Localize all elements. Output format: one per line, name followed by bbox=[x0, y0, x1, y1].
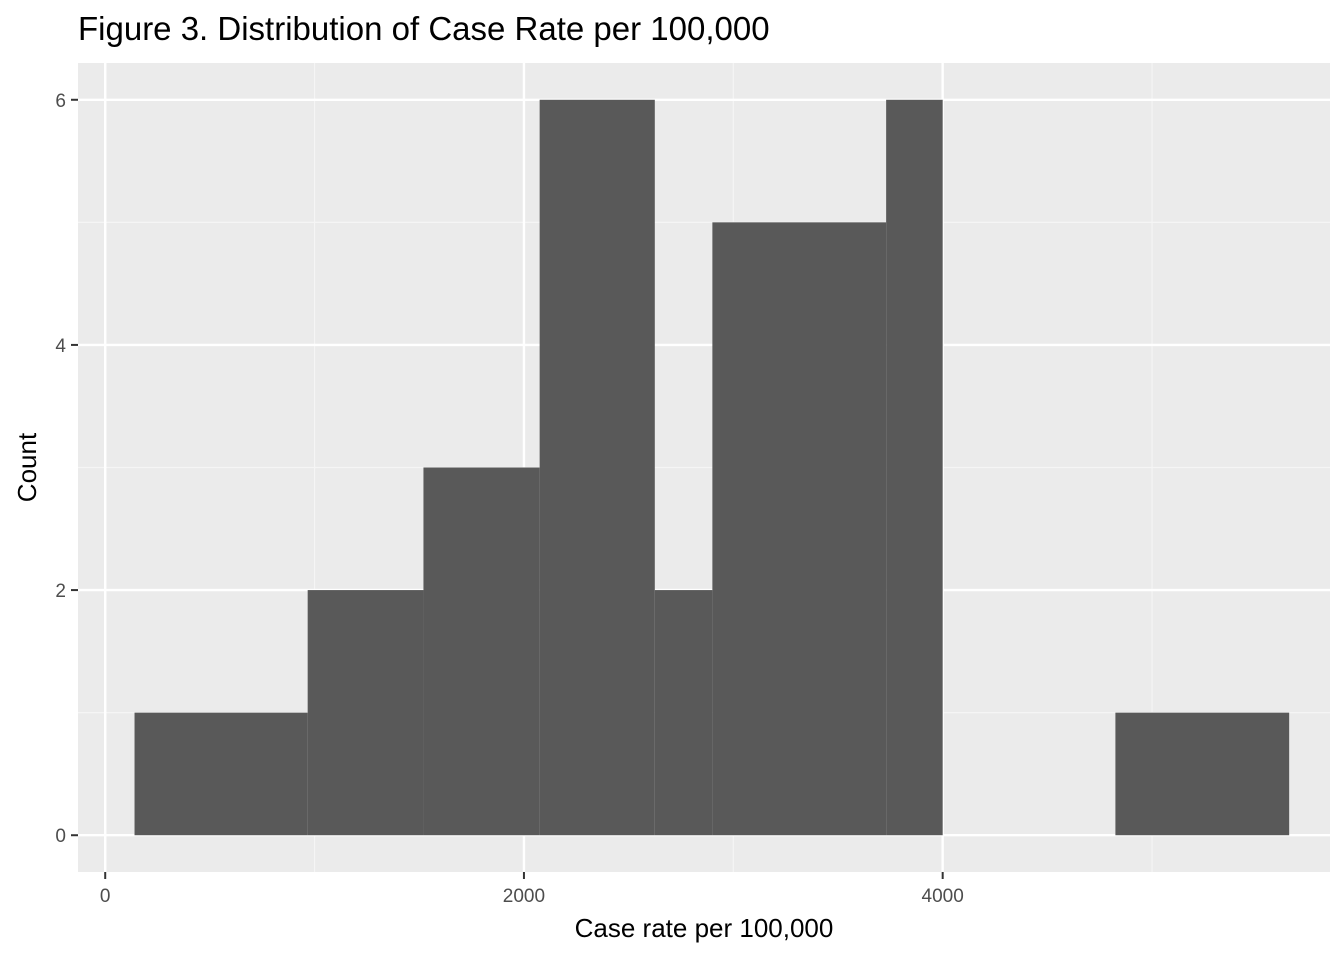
x-tick-label: 4000 bbox=[922, 886, 964, 907]
y-tick-label: 2 bbox=[55, 581, 66, 602]
histogram-bar bbox=[423, 467, 540, 836]
x-tick-label: 2000 bbox=[503, 886, 545, 907]
histogram-bar bbox=[539, 99, 655, 836]
y-axis-title: Count bbox=[12, 432, 42, 502]
x-axis: 0 2000 4000 bbox=[100, 872, 964, 907]
y-tick-label: 6 bbox=[55, 91, 66, 112]
chart-title: Figure 3. Distribution of Case Rate per … bbox=[78, 10, 770, 47]
histogram-bar bbox=[307, 590, 424, 836]
histogram-bar bbox=[134, 712, 308, 836]
x-axis-title: Case rate per 100,000 bbox=[575, 913, 834, 943]
histogram-bars bbox=[134, 99, 1290, 836]
x-tick-label: 0 bbox=[100, 886, 111, 907]
histogram-bar bbox=[1115, 712, 1290, 836]
y-tick-label: 0 bbox=[55, 826, 66, 847]
y-tick-label: 4 bbox=[55, 336, 66, 357]
histogram-bar bbox=[712, 222, 887, 836]
histogram-bar bbox=[886, 99, 943, 836]
y-axis: 0 2 4 6 bbox=[55, 91, 78, 847]
histogram-bar bbox=[654, 590, 713, 836]
